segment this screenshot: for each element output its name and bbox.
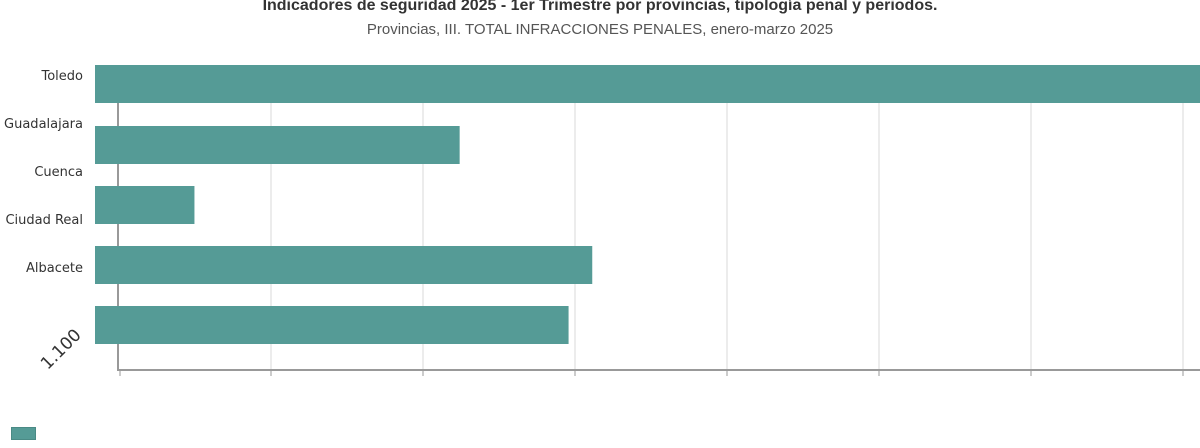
bar <box>95 126 460 164</box>
category-label: Albacete <box>26 261 83 276</box>
category-label: Cuenca <box>34 165 83 180</box>
legend-swatch[interactable] <box>11 427 36 440</box>
category-label: Guadalajara <box>4 117 83 132</box>
bar <box>95 65 1200 103</box>
category-label: Ciudad Real <box>5 213 83 228</box>
category-label: Toledo <box>40 69 83 84</box>
bar <box>95 246 593 284</box>
chart-subtitle: Provincias, III. TOTAL INFRACCIONES PENA… <box>366 21 834 38</box>
bar <box>95 306 569 344</box>
category-label: 1.100 <box>37 325 86 374</box>
chart-title: Indicadores de seguridad 2025 - 1er Trim… <box>262 0 938 14</box>
bar <box>95 186 195 224</box>
